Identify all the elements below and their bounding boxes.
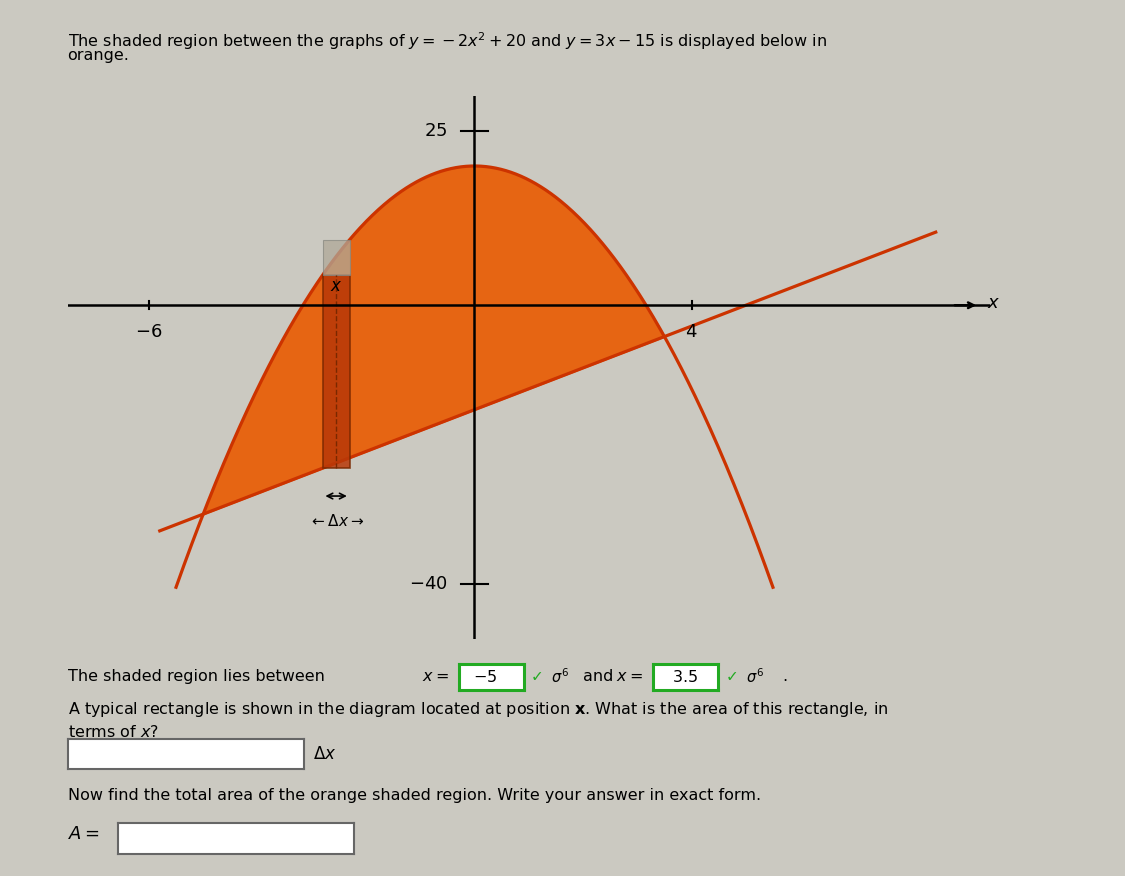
- Text: $-5$: $-5$: [472, 669, 497, 685]
- Text: $\Delta x$: $\Delta x$: [313, 745, 336, 763]
- Text: $x =$: $x =$: [422, 668, 449, 684]
- Text: Now find the total area of the orange shaded region. Write your answer in exact : Now find the total area of the orange sh…: [68, 788, 761, 803]
- Text: .: .: [782, 668, 788, 684]
- Text: $\sigma^6$: $\sigma^6$: [746, 667, 764, 686]
- Text: $x$: $x$: [988, 294, 1000, 312]
- Text: $x =$: $x =$: [616, 668, 643, 684]
- Bar: [323, 275, 350, 468]
- Text: The shaded region lies between: The shaded region lies between: [68, 668, 330, 684]
- Text: ✓: ✓: [531, 668, 543, 684]
- Text: terms of $x$?: terms of $x$?: [68, 724, 159, 740]
- Text: The shaded region between the graphs of $y = -2x^2 + 20$ and $y = 3x - 15$ is di: The shaded region between the graphs of …: [68, 31, 827, 53]
- Text: $3.5$: $3.5$: [672, 669, 699, 685]
- Text: $A =$: $A =$: [68, 825, 99, 843]
- Text: $\sigma^6$: $\sigma^6$: [551, 667, 569, 686]
- Text: $\leftarrow\Delta x\rightarrow$: $\leftarrow\Delta x\rightarrow$: [308, 513, 363, 529]
- Text: $-6$: $-6$: [135, 322, 163, 341]
- Text: $25$: $25$: [424, 122, 448, 140]
- Text: $x$: $x$: [330, 277, 342, 295]
- Text: orange.: orange.: [68, 48, 129, 63]
- Text: ✓: ✓: [726, 668, 738, 684]
- Bar: [323, 240, 350, 275]
- Text: $4$: $4$: [685, 322, 698, 341]
- Text: $-40$: $-40$: [408, 575, 448, 593]
- Text: and: and: [583, 668, 613, 684]
- Text: A typical rectangle is shown in the diagram located at position $\mathbf{x}$. Wh: A typical rectangle is shown in the diag…: [68, 700, 888, 719]
